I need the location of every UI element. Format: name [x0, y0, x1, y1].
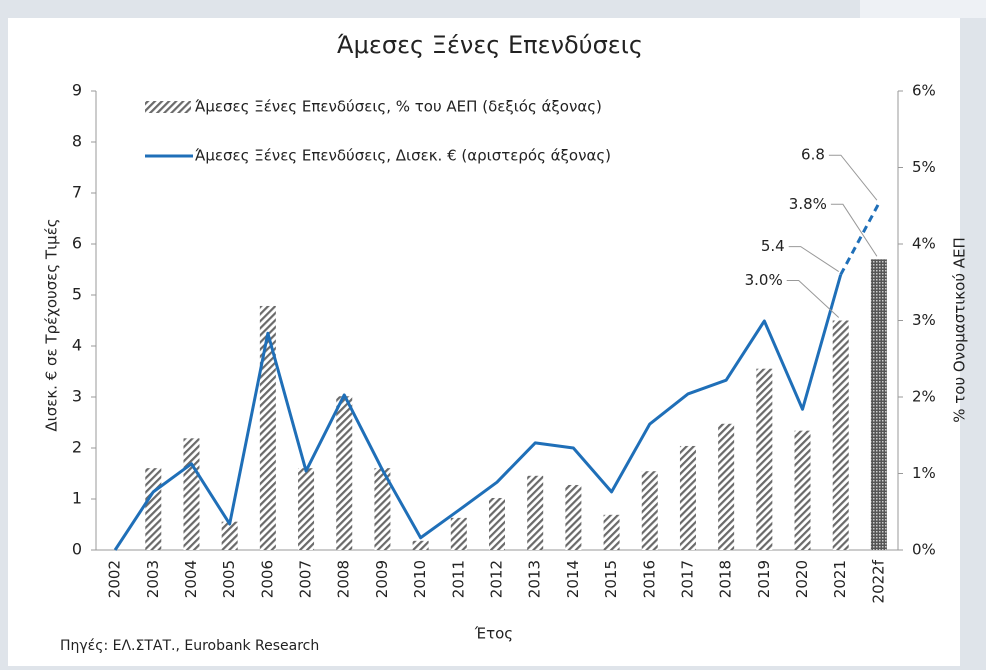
bar: [489, 497, 505, 550]
y2-tick-label: 6%: [912, 82, 936, 100]
y-tick-label: 2: [72, 438, 82, 457]
x-tick-label: 2010: [411, 560, 429, 598]
leader-line: [828, 154, 878, 201]
y-tick-label: 4: [72, 336, 82, 355]
data-label: 5.4: [761, 237, 785, 255]
leader-line: [830, 203, 878, 257]
x-tick-label: 2021: [831, 560, 849, 598]
y-tick-label: 9: [72, 81, 82, 100]
line: [113, 274, 843, 551]
x-tick-label: 2009: [373, 560, 391, 598]
bar: [374, 468, 391, 550]
y-tick-label: 1: [72, 489, 82, 508]
x-tick-label: 2011: [449, 560, 467, 598]
bar: [259, 305, 276, 550]
y-tick-label: 5: [72, 285, 82, 304]
legend-label: Άμεσες Ξένες Επενδύσεις, Δισεκ. € (αριστ…: [195, 147, 611, 165]
x-tick-label: 2002: [106, 560, 124, 598]
bar: [870, 259, 887, 550]
bar: [565, 484, 582, 550]
y2-tick-label: 1%: [912, 464, 936, 482]
bar: [145, 468, 162, 550]
bar: [527, 475, 544, 550]
y-tick-label: 6: [72, 234, 82, 253]
data-label: 6.8: [801, 146, 825, 164]
card: [8, 18, 960, 666]
bar: [450, 517, 467, 550]
bar: [718, 423, 735, 550]
y2-tick-label: 3%: [912, 311, 936, 329]
bar: [641, 471, 658, 550]
x-tick-label: 2016: [640, 560, 658, 598]
y-tick-label: 0: [72, 540, 82, 559]
y2-tick-label: 2%: [912, 388, 936, 406]
bar: [221, 521, 238, 550]
x-tick-label: 2003: [144, 560, 162, 598]
x-tick-label: 2008: [335, 560, 353, 598]
bar: [679, 445, 696, 550]
bar: [794, 430, 811, 550]
bar: [603, 514, 620, 550]
bar: [832, 320, 849, 550]
y2-axis-label: % του Ονομαστικού ΑΕΠ: [951, 237, 969, 423]
x-tick-label: 2004: [182, 560, 200, 598]
x-tick-label: 2006: [258, 560, 276, 598]
x-tick-label: 2005: [220, 560, 238, 598]
data-label: 3.0%: [745, 271, 783, 289]
x-axis-label: Έτος: [474, 625, 513, 643]
x-tick-label: 2022f: [869, 559, 887, 603]
legend-label: Άμεσες Ξένες Επενδύσεις, % του ΑΕΠ (δεξι…: [195, 98, 602, 116]
x-tick-label: 2017: [678, 560, 696, 598]
leader-line: [786, 280, 840, 318]
y-tick-label: 7: [72, 183, 82, 202]
bar: [336, 396, 353, 550]
y-tick-label: 3: [72, 387, 82, 406]
legend-swatch: [145, 101, 191, 113]
y-axis-label: Δισεκ. € σε Τρέχουσες Τιμές: [43, 218, 61, 431]
data-label: 3.8%: [789, 195, 827, 213]
x-tick-label: 2020: [793, 560, 811, 598]
leader-line: [788, 246, 839, 273]
x-tick-label: 2014: [564, 560, 582, 598]
forecast-line: [839, 202, 881, 276]
x-tick-label: 2015: [602, 560, 620, 598]
corner: [860, 0, 986, 18]
x-tick-label: 2012: [488, 560, 506, 598]
chart-title: Άμεσες Ξένες Επενδύσεις: [337, 31, 643, 59]
bar: [183, 438, 200, 550]
y2-tick-label: 5%: [912, 158, 936, 176]
x-tick-label: 2007: [297, 560, 315, 598]
x-tick-label: 2013: [526, 560, 544, 598]
y2-tick-label: 0%: [912, 541, 936, 559]
source: Πηγές: ΕΛ.ΣΤΑΤ., Eurobank Research: [60, 638, 319, 654]
y-tick-label: 8: [72, 132, 82, 151]
bar: [298, 468, 315, 550]
y2-tick-label: 4%: [912, 235, 936, 253]
x-tick-label: 2018: [717, 560, 735, 598]
x-tick-label: 2019: [755, 560, 773, 598]
bar: [756, 368, 773, 550]
bar: [412, 540, 429, 550]
